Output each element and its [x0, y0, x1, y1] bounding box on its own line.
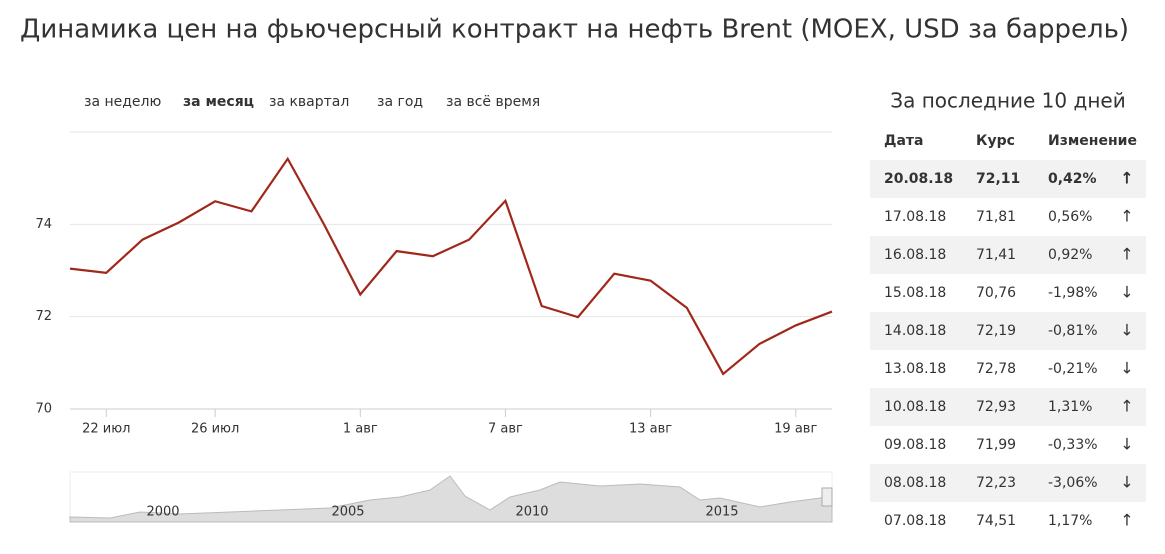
table-cell: 16.08.18	[884, 247, 946, 263]
table-title: За последние 10 дней	[890, 89, 1125, 113]
table-cell: -0,81%	[1048, 323, 1098, 339]
table-cell: 0,92%	[1048, 247, 1092, 263]
table-cell: 72,78	[976, 361, 1016, 377]
change-arrow: ↓	[1120, 473, 1133, 492]
change-arrow: ↑	[1120, 245, 1133, 264]
x-tick-label: 13 авг	[629, 422, 672, 437]
x-tick-label: 22 июл	[82, 422, 130, 437]
row-bg	[870, 464, 1146, 502]
change-arrow: ↑	[1120, 169, 1133, 188]
y-tick-label: 72	[35, 309, 52, 324]
row-bg	[870, 388, 1146, 426]
change-arrow: ↓	[1120, 283, 1133, 302]
tab[interactable]: за год	[377, 94, 423, 110]
change-arrow: ↓	[1120, 435, 1133, 454]
navigator-label: 2005	[331, 505, 364, 520]
table-cell: 74,51	[976, 513, 1016, 529]
change-arrow: ↑	[1120, 511, 1133, 530]
table-cell: 15.08.18	[884, 285, 946, 301]
x-tick-label: 1 авг	[343, 422, 378, 437]
table-cell: 70,76	[976, 285, 1016, 301]
table-cell: 71,41	[976, 247, 1016, 263]
row-bg	[870, 236, 1146, 274]
table-cell: 07.08.18	[884, 513, 946, 529]
row-bg	[870, 160, 1146, 198]
table-cell: -3,06%	[1048, 475, 1098, 491]
navigator-label: 2000	[146, 505, 179, 520]
table-cell: 71,99	[976, 437, 1016, 453]
table-cell: 72,11	[976, 171, 1020, 187]
x-tick-label: 26 июл	[191, 422, 239, 437]
table-cell: 14.08.18	[884, 323, 946, 339]
table-cell: 0,56%	[1048, 209, 1092, 225]
table-cell: -0,33%	[1048, 437, 1098, 453]
table-cell: 20.08.18	[884, 171, 953, 187]
table-cell: 72,19	[976, 323, 1016, 339]
navigator	[69, 471, 833, 523]
tab[interactable]: за всё время	[446, 94, 540, 110]
navigator-label: 2015	[705, 505, 738, 520]
table-cell: 72,93	[976, 399, 1016, 415]
change-arrow: ↓	[1120, 321, 1133, 340]
table-header: Курс	[976, 133, 1015, 149]
change-arrow: ↑	[1120, 207, 1133, 226]
y-tick-label: 74	[35, 217, 52, 232]
navigator-label: 2010	[515, 505, 548, 520]
tab[interactable]: за квартал	[269, 94, 349, 110]
table-cell: 0,42%	[1048, 171, 1097, 187]
table-cell: 1,17%	[1048, 513, 1092, 529]
chart-title: Динамика цен на фьючерсный контракт на н…	[20, 15, 1129, 45]
table-cell: 1,31%	[1048, 399, 1092, 415]
table-cell: 10.08.18	[884, 399, 946, 415]
table-cell: -1,98%	[1048, 285, 1098, 301]
table-cell: 72,23	[976, 475, 1016, 491]
row-bg	[870, 312, 1146, 350]
x-tick-label: 7 авг	[488, 422, 523, 437]
tab[interactable]: за неделю	[84, 94, 161, 110]
table-cell: -0,21%	[1048, 361, 1098, 377]
table-cell: 08.08.18	[884, 475, 946, 491]
table-header: Изменение	[1048, 133, 1137, 149]
y-tick-label: 70	[35, 402, 52, 417]
change-arrow: ↑	[1120, 397, 1133, 416]
x-tick-label: 19 авг	[774, 422, 817, 437]
table-header: Дата	[884, 133, 923, 149]
change-arrow: ↓	[1120, 359, 1133, 378]
table-cell: 13.08.18	[884, 361, 946, 377]
price-line	[69, 156, 833, 376]
table-cell: 17.08.18	[884, 209, 946, 225]
navigator-handle[interactable]	[821, 487, 833, 507]
table-cell: 71,81	[976, 209, 1016, 225]
tab[interactable]: за месяц	[183, 94, 254, 110]
table-cell: 09.08.18	[884, 437, 946, 453]
navigator-area	[69, 475, 833, 523]
